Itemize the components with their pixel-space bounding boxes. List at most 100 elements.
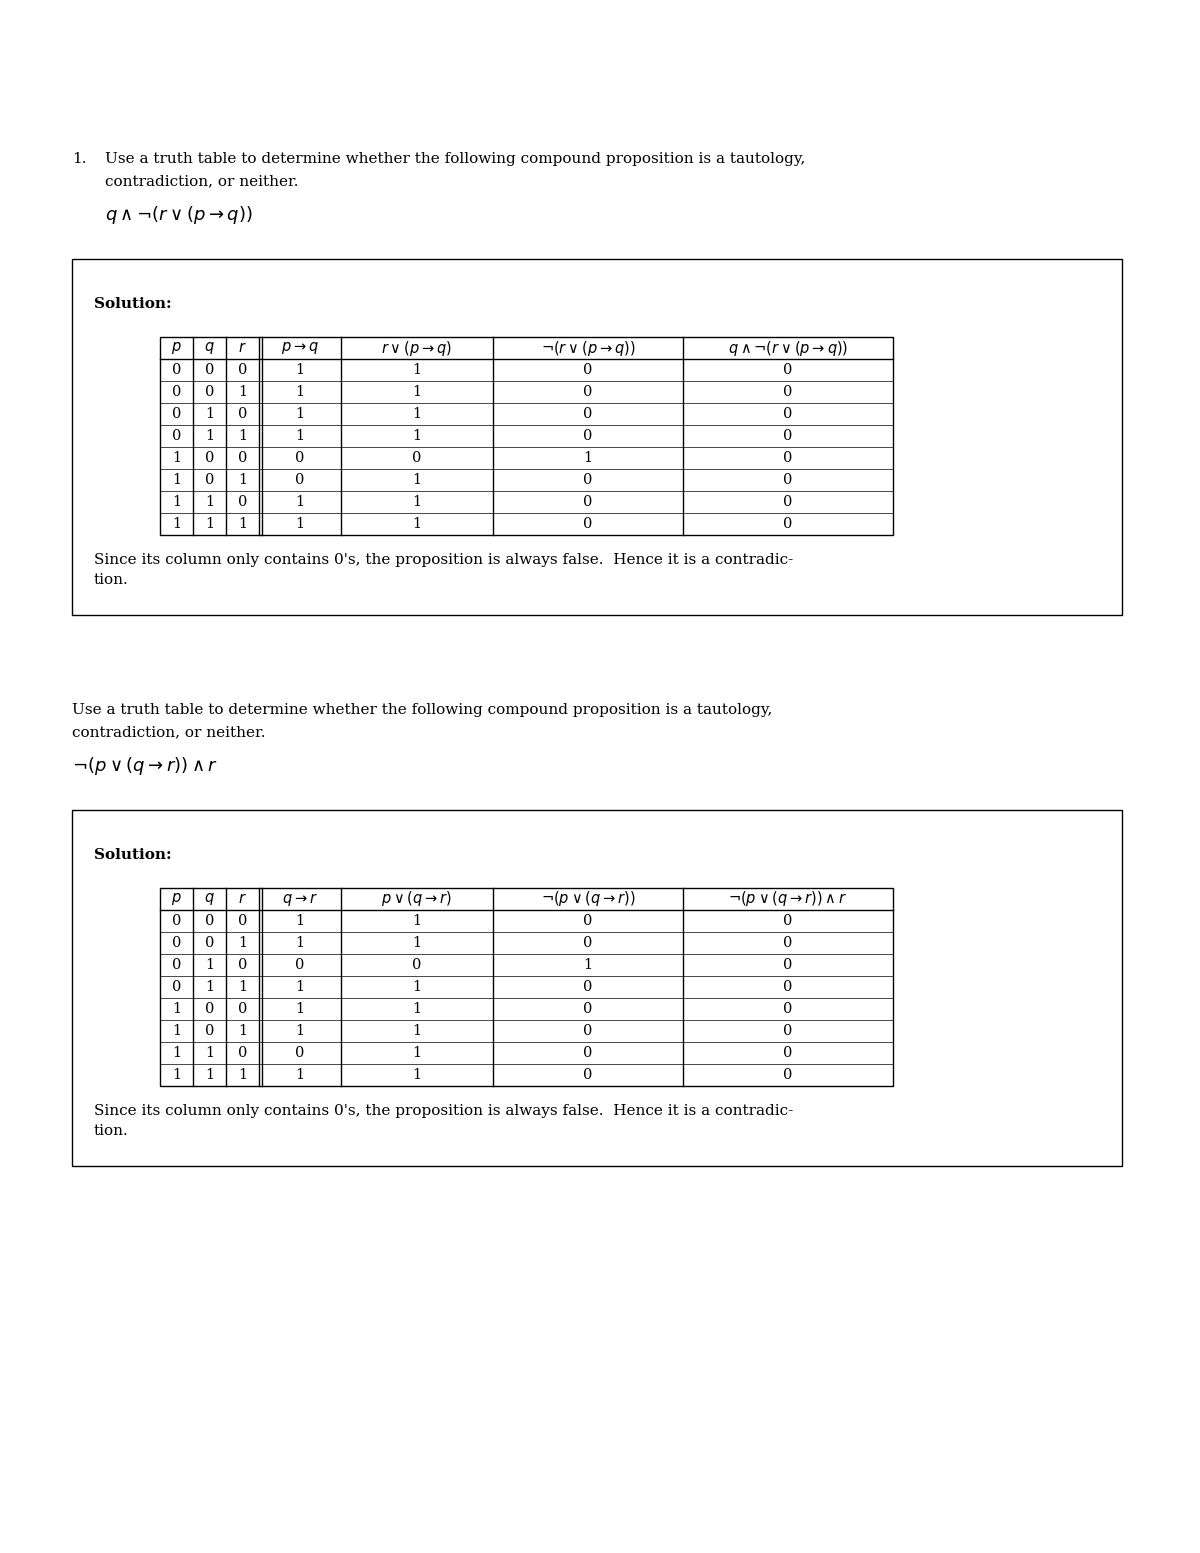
- Text: 0: 0: [583, 1002, 593, 1016]
- Text: 0: 0: [238, 915, 247, 929]
- Text: 0: 0: [172, 980, 181, 994]
- Text: $p \rightarrow q$: $p \rightarrow q$: [281, 340, 319, 356]
- Text: $\neg(p \vee (q \rightarrow r))$: $\neg(p \vee (q \rightarrow r))$: [541, 890, 635, 909]
- Text: 0: 0: [172, 407, 181, 421]
- Text: 1: 1: [172, 450, 181, 464]
- Text: 1: 1: [295, 1002, 305, 1016]
- Text: 0: 0: [784, 517, 793, 531]
- Text: 1: 1: [295, 936, 305, 950]
- Bar: [72, 811, 1122, 1166]
- Text: $q$: $q$: [204, 891, 215, 907]
- Text: 1: 1: [583, 450, 593, 464]
- Text: 1: 1: [413, 407, 421, 421]
- Text: 0: 0: [238, 958, 247, 972]
- Text: 0: 0: [784, 429, 793, 443]
- Text: 1: 1: [205, 958, 214, 972]
- Text: 0: 0: [172, 915, 181, 929]
- Text: Since its column only contains 0's, the proposition is always false.  Hence it i: Since its column only contains 0's, the …: [94, 553, 793, 567]
- Text: 0: 0: [784, 1023, 793, 1037]
- Text: $r \vee (p \rightarrow q)$: $r \vee (p \rightarrow q)$: [382, 339, 452, 357]
- Text: $q$: $q$: [204, 340, 215, 356]
- Bar: [160, 337, 893, 534]
- Text: 1: 1: [413, 980, 421, 994]
- Text: 1: 1: [295, 429, 305, 443]
- Text: $\neg(r \vee (p \rightarrow q))$: $\neg(r \vee (p \rightarrow q))$: [541, 339, 635, 357]
- Text: 1: 1: [238, 936, 247, 950]
- Text: 1: 1: [238, 1023, 247, 1037]
- Text: Since its column only contains 0's, the proposition is always false.  Hence it i: Since its column only contains 0's, the …: [94, 1104, 793, 1118]
- Text: 0: 0: [205, 1002, 214, 1016]
- Text: 0: 0: [784, 474, 793, 488]
- Text: 1: 1: [295, 1068, 305, 1082]
- Text: tion.: tion.: [94, 573, 128, 587]
- Bar: [160, 888, 893, 1086]
- Text: 0: 0: [413, 450, 421, 464]
- Text: $q \wedge \neg(r \vee (p \rightarrow q))$: $q \wedge \neg(r \vee (p \rightarrow q))…: [106, 203, 253, 227]
- Text: 0: 0: [238, 1002, 247, 1016]
- Text: 0: 0: [784, 450, 793, 464]
- Text: 1: 1: [238, 980, 247, 994]
- Text: 0: 0: [583, 517, 593, 531]
- Text: contradiction, or neither.: contradiction, or neither.: [72, 725, 265, 739]
- Text: 0: 0: [205, 385, 214, 399]
- Text: 0: 0: [583, 385, 593, 399]
- Text: 0: 0: [238, 1047, 247, 1061]
- Text: 0: 0: [583, 1047, 593, 1061]
- Text: 0: 0: [172, 429, 181, 443]
- Text: 0: 0: [784, 385, 793, 399]
- Text: 1: 1: [413, 1068, 421, 1082]
- Text: $r$: $r$: [238, 891, 247, 905]
- Text: Solution:: Solution:: [94, 297, 172, 311]
- Text: 1: 1: [172, 1002, 181, 1016]
- Text: $r$: $r$: [238, 342, 247, 356]
- Text: 0: 0: [784, 495, 793, 509]
- Text: Use a truth table to determine whether the following compound proposition is a t: Use a truth table to determine whether t…: [72, 704, 773, 717]
- Text: 1: 1: [295, 980, 305, 994]
- Text: 1.: 1.: [72, 152, 86, 166]
- Text: 1: 1: [413, 915, 421, 929]
- Text: 0: 0: [583, 407, 593, 421]
- Text: 0: 0: [238, 495, 247, 509]
- Text: 1: 1: [413, 385, 421, 399]
- Text: 0: 0: [238, 363, 247, 377]
- Text: 0: 0: [413, 958, 421, 972]
- Text: 0: 0: [784, 915, 793, 929]
- Text: 1: 1: [295, 363, 305, 377]
- Bar: [72, 259, 1122, 615]
- Text: 0: 0: [205, 450, 214, 464]
- Text: 0: 0: [172, 385, 181, 399]
- Text: Solution:: Solution:: [94, 848, 172, 862]
- Text: 1: 1: [295, 407, 305, 421]
- Text: 0: 0: [583, 936, 593, 950]
- Text: $\neg(p \vee (q \rightarrow r)) \wedge r$: $\neg(p \vee (q \rightarrow r)) \wedge r…: [728, 890, 847, 909]
- Text: 0: 0: [784, 1068, 793, 1082]
- Text: $q \wedge \neg(r \vee (p \rightarrow q))$: $q \wedge \neg(r \vee (p \rightarrow q))…: [728, 339, 848, 357]
- Text: 1: 1: [413, 474, 421, 488]
- Text: tion.: tion.: [94, 1124, 128, 1138]
- Text: 1: 1: [172, 1068, 181, 1082]
- Text: $q \rightarrow r$: $q \rightarrow r$: [282, 890, 318, 907]
- Text: 1: 1: [238, 1068, 247, 1082]
- Text: contradiction, or neither.: contradiction, or neither.: [106, 174, 299, 188]
- Text: 0: 0: [583, 363, 593, 377]
- Text: 0: 0: [205, 936, 214, 950]
- Text: 1: 1: [205, 1047, 214, 1061]
- Text: 1: 1: [205, 1068, 214, 1082]
- Text: 1: 1: [413, 495, 421, 509]
- Text: 1: 1: [413, 1047, 421, 1061]
- Text: 0: 0: [238, 407, 247, 421]
- Text: 0: 0: [784, 1002, 793, 1016]
- Text: 1: 1: [205, 495, 214, 509]
- Text: 1: 1: [172, 474, 181, 488]
- Text: 1: 1: [295, 915, 305, 929]
- Text: 0: 0: [172, 958, 181, 972]
- Text: 0: 0: [583, 1023, 593, 1037]
- Text: 0: 0: [172, 936, 181, 950]
- Text: 0: 0: [205, 915, 214, 929]
- Text: 0: 0: [205, 363, 214, 377]
- Text: 0: 0: [784, 407, 793, 421]
- Text: 1: 1: [205, 407, 214, 421]
- Text: 1: 1: [413, 429, 421, 443]
- Text: 1: 1: [238, 429, 247, 443]
- Text: 0: 0: [205, 474, 214, 488]
